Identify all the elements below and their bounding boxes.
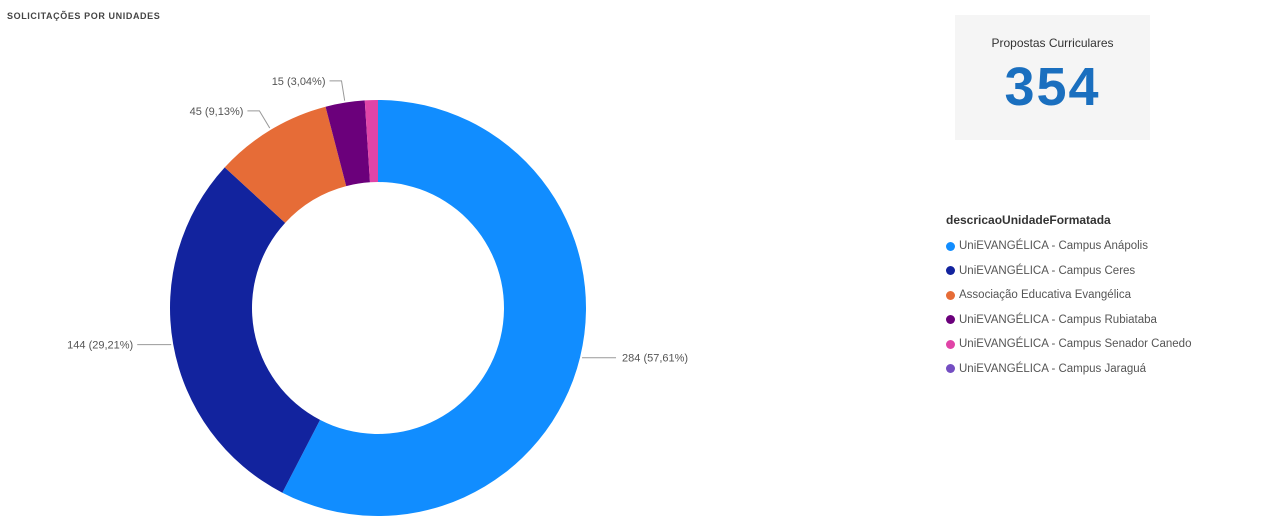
data-label: 284 (57,61%) <box>622 353 688 365</box>
legend-item[interactable]: UniEVANGÉLICA - Campus Rubiataba <box>946 308 1191 333</box>
kpi-label: Propostas Curriculares <box>991 36 1114 50</box>
data-label: 144 (29,21%) <box>67 340 133 352</box>
legend-item[interactable]: UniEVANGÉLICA - Campus Senador Canedo <box>946 332 1191 357</box>
chart-title: SOLICITAÇÕES POR UNIDADES <box>7 11 161 21</box>
legend-dot-icon <box>946 266 955 276</box>
donut-slice[interactable] <box>224 106 347 223</box>
leader-line <box>329 80 346 101</box>
legend-dot-icon <box>946 241 955 251</box>
legend-label: UniEVANGÉLICA - Campus Jaraguá <box>959 362 1147 375</box>
donut-chart: 284 (57,61%) 144 (29,21%) 45 (9,13%) 15 (3,… <box>67 76 688 516</box>
legend-items: UniEVANGÉLICA - Campus Anápolis UniEVANGÉ… <box>946 234 1191 381</box>
legend-label: Associação Educativa Evangélica <box>959 289 1131 302</box>
legend-dot-icon <box>946 339 955 349</box>
legend-item[interactable]: Associação Educativa Evangélica <box>946 283 1191 308</box>
donut-slice[interactable] <box>325 100 370 187</box>
legend-label: UniEVANGÉLICA - Campus Ceres <box>959 264 1136 277</box>
legend-item[interactable]: UniEVANGÉLICA - Campus Ceres <box>946 259 1191 284</box>
legend-title: descricaoUnidadeFormatada <box>946 213 1111 227</box>
donut-slice[interactable] <box>282 100 586 516</box>
legend-dot-icon <box>946 364 955 374</box>
donut-slice[interactable] <box>364 100 378 183</box>
legend: descricaoUnidadeFormatada UniEVANGÉLICA … <box>946 213 1191 381</box>
legend-item[interactable]: UniEVANGÉLICA - Campus Anápolis <box>946 234 1191 259</box>
data-label: 15 (3,04%) <box>272 76 326 88</box>
legend-item[interactable]: UniEVANGÉLICA - Campus Jaraguá <box>946 357 1191 382</box>
legend-label: UniEVANGÉLICA - Campus Rubiataba <box>959 313 1157 326</box>
donut-slice[interactable] <box>169 167 321 493</box>
legend-label: UniEVANGÉLICA - Campus Anápolis <box>959 240 1148 253</box>
legend-dot-icon <box>946 315 955 325</box>
data-label: 45 (9,13%) <box>190 106 244 118</box>
legend-label: UniEVANGÉLICA - Campus Senador Canedo <box>959 338 1192 351</box>
leader-line <box>247 110 271 129</box>
legend-dot-icon <box>946 290 955 300</box>
kpi-card: Propostas Curriculares 354 <box>955 15 1150 140</box>
kpi-value: 354 <box>1004 57 1101 117</box>
